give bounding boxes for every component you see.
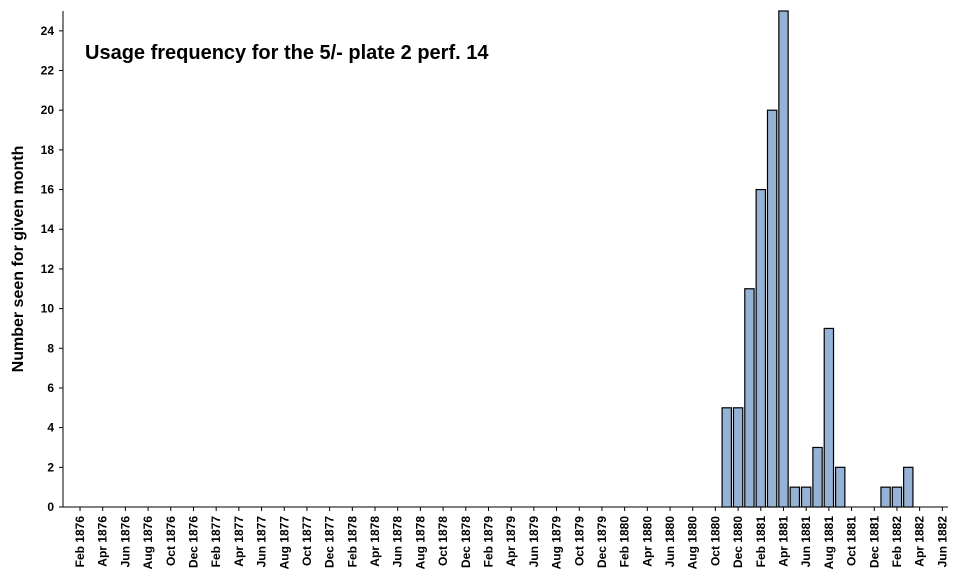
- x-tick-label: Dec 1877: [323, 516, 337, 568]
- x-tick-label: Oct 1881: [845, 516, 859, 566]
- x-tick-label: Aug 1880: [686, 516, 700, 570]
- x-tick-label: Dec 1879: [595, 516, 609, 568]
- bar: [823, 327, 835, 508]
- bar: [732, 407, 744, 508]
- x-tick-label: Feb 1877: [209, 516, 223, 568]
- y-tick-label: 4: [47, 421, 54, 435]
- y-tick-label: 24: [41, 24, 55, 38]
- x-tick-label: Apr 1876: [96, 516, 110, 567]
- x-tick-label: Jun 1880: [663, 516, 677, 568]
- x-tick-label: Apr 1881: [776, 516, 790, 567]
- x-tick-label: Oct 1880: [708, 516, 722, 566]
- x-tick-label: Oct 1877: [300, 516, 314, 566]
- y-tick-label: 6: [47, 381, 54, 395]
- bar: [880, 486, 891, 508]
- x-tick-label: Feb 1879: [481, 516, 495, 568]
- y-tick-label: 2: [47, 460, 54, 474]
- bar: [789, 486, 801, 508]
- y-tick-label: 14: [41, 222, 55, 236]
- x-tick-label: Aug 1878: [413, 516, 427, 570]
- x-tick-label: Jun 1881: [799, 516, 813, 568]
- bar: [755, 188, 767, 508]
- bar: [778, 10, 789, 508]
- x-tick-label: Jun 1878: [391, 516, 405, 568]
- bar: [800, 486, 812, 508]
- x-tick-label: Dec 1876: [186, 516, 200, 568]
- bar: [834, 466, 846, 508]
- x-tick-label: Feb 1882: [890, 516, 904, 568]
- y-tick-label: 12: [41, 262, 55, 276]
- bar: [812, 446, 823, 508]
- chart-title: Usage frequency for the 5/- plate 2 perf…: [85, 42, 489, 64]
- x-tick-label: Dec 1880: [731, 516, 745, 568]
- x-tick-label: Jun 1877: [255, 516, 269, 568]
- x-tick-label: Oct 1876: [164, 516, 178, 566]
- y-tick-label: 18: [41, 143, 55, 157]
- x-tick-label: Apr 1878: [368, 516, 382, 567]
- x-tick-label: Apr 1880: [640, 516, 654, 567]
- x-tick-label: Jun 1879: [527, 516, 541, 568]
- x-tick-label: Oct 1879: [572, 516, 586, 566]
- bar: [891, 486, 903, 508]
- bar: [744, 288, 755, 508]
- x-tick-label: Oct 1878: [436, 516, 450, 566]
- x-tick-label: Aug 1876: [141, 516, 155, 570]
- x-tick-label: Dec 1878: [459, 516, 473, 568]
- y-axis-label: Number seen for given month: [10, 146, 27, 373]
- x-tick-label: Feb 1878: [345, 516, 359, 568]
- x-tick-label: Apr 1877: [232, 516, 246, 567]
- x-tick-label: Feb 1876: [73, 516, 87, 568]
- x-tick-label: Feb 1881: [754, 516, 768, 568]
- y-tick-label: 16: [41, 183, 55, 197]
- x-tick-label: Aug 1879: [550, 516, 564, 570]
- y-tick-label: 0: [47, 500, 54, 514]
- bar: [721, 407, 733, 508]
- x-tick-label: Apr 1879: [504, 516, 518, 567]
- x-tick-label: Dec 1881: [867, 516, 881, 568]
- x-tick-label: Feb 1880: [618, 516, 632, 568]
- y-tick-label: 20: [41, 103, 55, 117]
- y-tick-label: 10: [41, 302, 55, 316]
- bar: [903, 466, 914, 508]
- x-tick-label: Aug 1881: [822, 516, 836, 570]
- x-tick-label: Apr 1882: [913, 516, 927, 567]
- bars: [721, 10, 914, 508]
- y-tick-label: 22: [41, 64, 55, 78]
- y-tick-label: 8: [47, 341, 54, 355]
- bar: [766, 109, 778, 508]
- x-tick-label: Jun 1876: [118, 516, 132, 568]
- x-tick-label: Aug 1877: [277, 516, 291, 570]
- x-tick-label: Jun 1882: [935, 516, 949, 568]
- x-axis-ticks: Feb 1876 Apr 1876 Jun 1876 Aug 1876 Oct 1876…: [73, 507, 949, 569]
